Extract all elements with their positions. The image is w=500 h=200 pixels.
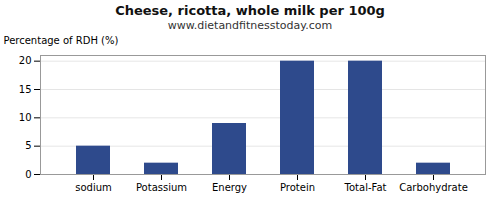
svg-text:Total-Fat: Total-Fat: [344, 182, 387, 193]
svg-text:0: 0: [25, 169, 31, 180]
svg-text:15: 15: [19, 84, 32, 95]
svg-text:sodium: sodium: [75, 182, 112, 193]
html-text:Cheese, ricotta, whole milk pe: Cheese, ricotta, whole milk per 100g: [115, 3, 385, 18]
svg-text:5: 5: [25, 140, 31, 151]
svg-text:10: 10: [19, 112, 32, 123]
svg-text:Energy: Energy: [212, 182, 247, 193]
svg-text:Percentage of RDH (%): Percentage of RDH (%): [4, 35, 119, 46]
svg-text:20: 20: [19, 55, 32, 66]
svg-text:Protein: Protein: [280, 182, 315, 193]
svg-text:Carbohydrate: Carbohydrate: [399, 182, 468, 193]
svg-text:Potassium: Potassium: [136, 182, 187, 193]
html-text:www.dietandfitnesstoday.com: www.dietandfitnesstoday.com: [167, 19, 333, 32]
